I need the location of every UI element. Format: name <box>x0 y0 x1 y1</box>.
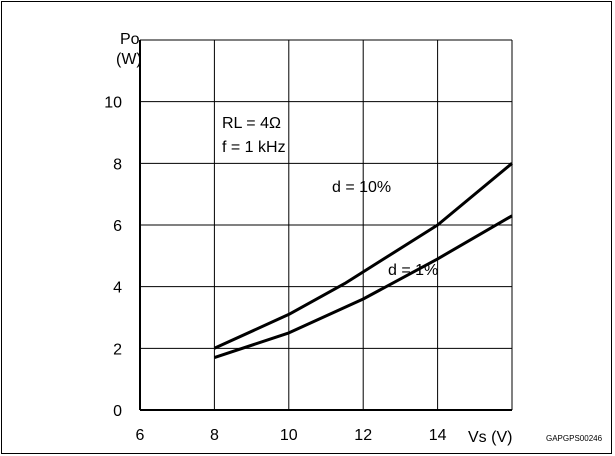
y-tick-label: 2 <box>113 341 122 358</box>
series-lines <box>213 162 513 360</box>
tick-labels: 6 8 10 12 14 0 2 4 6 8 10 <box>104 95 446 444</box>
condition-f: f = 1 kHz <box>222 139 286 156</box>
x-tick-label: 10 <box>280 427 298 444</box>
condition-rl: RL = 4Ω <box>222 115 281 132</box>
y-tick-label: 0 <box>113 403 122 420</box>
grid-lines <box>140 39 513 410</box>
y-tick-label: 10 <box>104 95 122 112</box>
series-line-d1 <box>213 214 513 360</box>
x-tick-label: 6 <box>136 427 145 444</box>
x-axis-label: Vs (V) <box>468 429 512 446</box>
series-label-d10: d = 10% <box>332 179 391 196</box>
y-tick-label: 8 <box>113 156 122 173</box>
series-line-d10 <box>213 162 513 350</box>
x-tick-label: 8 <box>210 427 219 444</box>
y-axis-label-line1: Po <box>120 31 140 48</box>
y-tick-label: 4 <box>113 280 122 297</box>
x-tick-label: 14 <box>429 427 447 444</box>
y-axis-label-line2: (W) <box>116 51 142 68</box>
figure-code: GAPGPS00246 <box>546 434 603 443</box>
y-tick-label: 6 <box>113 218 122 235</box>
axes <box>139 40 512 411</box>
x-tick-label: 12 <box>354 427 372 444</box>
series-label-d1: d = 1% <box>388 262 438 279</box>
